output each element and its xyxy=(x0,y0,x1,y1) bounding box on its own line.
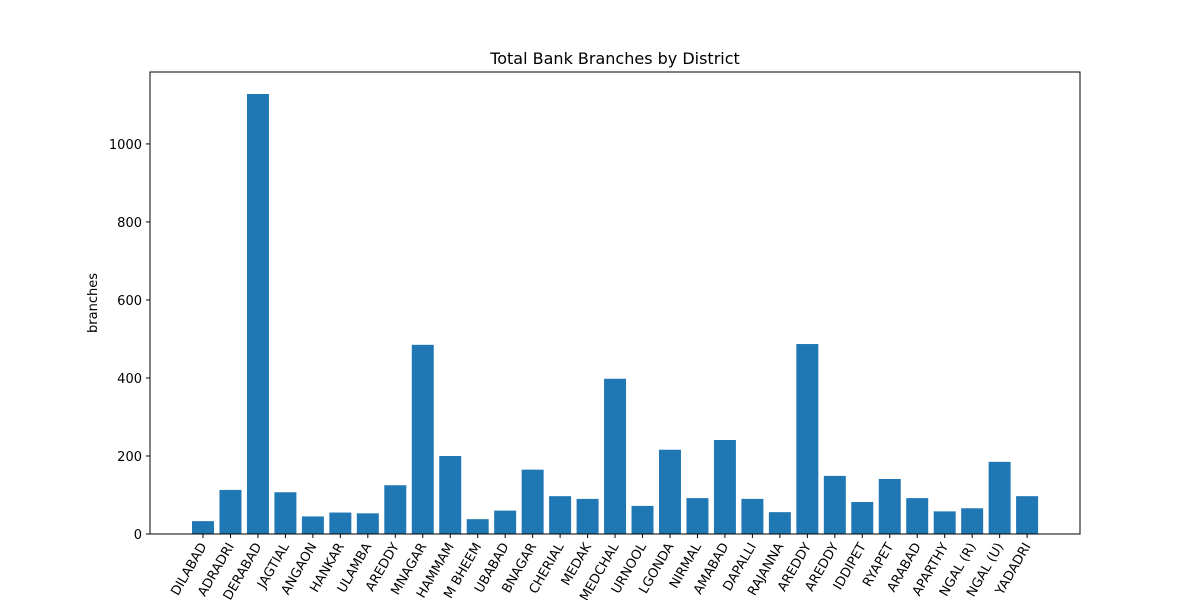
plot-frame xyxy=(149,71,1081,535)
bar xyxy=(356,513,379,534)
bar xyxy=(823,475,846,534)
bar xyxy=(796,344,819,534)
bar xyxy=(741,498,764,534)
bar xyxy=(466,519,489,534)
bar xyxy=(439,455,462,534)
y-tick-label: 200 xyxy=(117,450,142,465)
bar xyxy=(961,508,984,534)
y-tick-label: 800 xyxy=(117,216,142,231)
bar xyxy=(246,94,269,534)
bar xyxy=(411,344,434,534)
y-tick-label: 400 xyxy=(117,372,142,387)
bar xyxy=(659,449,681,534)
y-tick-label: 1000 xyxy=(109,138,142,153)
bar xyxy=(713,439,736,534)
bar xyxy=(878,479,901,534)
bar xyxy=(549,496,572,534)
y-tick-label: 0 xyxy=(134,528,142,543)
bar xyxy=(521,469,544,534)
bar xyxy=(219,489,242,534)
bar xyxy=(988,461,1011,534)
bar xyxy=(384,485,407,534)
bar xyxy=(768,512,791,534)
y-tick-label: 600 xyxy=(117,294,142,309)
bar xyxy=(1016,496,1039,534)
bar xyxy=(933,511,956,534)
bar xyxy=(274,492,297,534)
bar xyxy=(192,521,214,534)
bar xyxy=(631,505,654,534)
y-axis-label: branches xyxy=(86,273,101,333)
bar xyxy=(576,498,599,534)
chart-title: Total Bank Branches by District xyxy=(489,49,740,68)
bar xyxy=(494,510,517,534)
bar xyxy=(604,378,627,534)
bar xyxy=(851,502,874,534)
bar xyxy=(906,498,929,534)
bar xyxy=(686,498,709,534)
bar xyxy=(301,516,324,534)
bar xyxy=(329,512,352,534)
